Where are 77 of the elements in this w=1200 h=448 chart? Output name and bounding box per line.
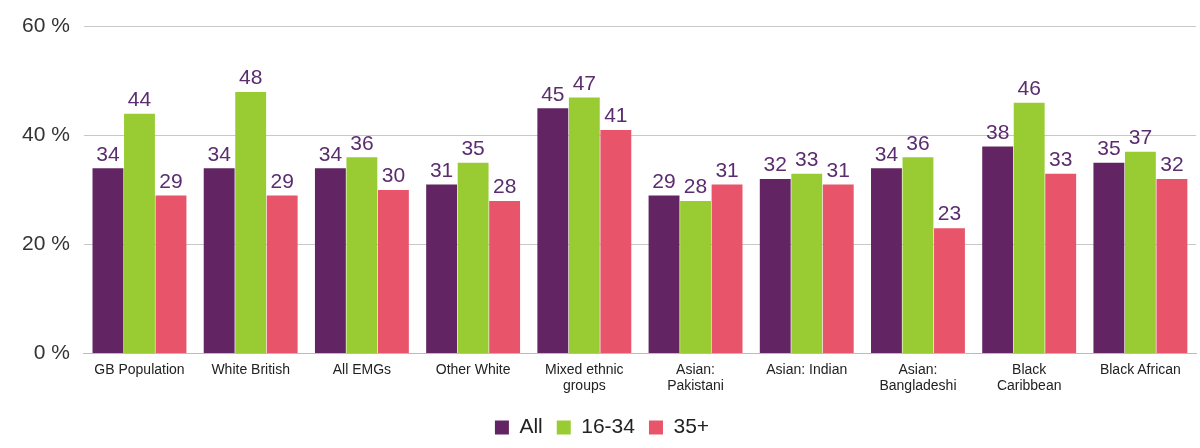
x-tick-label: White British <box>211 360 290 377</box>
data-label: 29 <box>159 168 183 192</box>
bar <box>600 130 632 353</box>
data-label: 23 <box>937 201 962 225</box>
bar <box>92 168 124 353</box>
data-label: 33 <box>795 146 819 170</box>
bar <box>759 179 791 353</box>
data-label: 35 <box>1097 136 1121 160</box>
data-label: 29 <box>270 168 294 192</box>
bar <box>346 157 378 353</box>
bar <box>822 184 854 353</box>
x-tick-label: Asian: Bangladeshi <box>879 360 957 394</box>
data-label: 31 <box>715 157 739 181</box>
data-label: 31 <box>429 157 454 181</box>
data-label: 34 <box>318 141 343 165</box>
bar <box>680 200 711 353</box>
x-tick-label: GB Population <box>94 360 185 377</box>
x-tick-label: Asian: Pakistani <box>667 360 724 394</box>
bar <box>1045 173 1077 353</box>
y-tick-label: 40 % <box>21 122 70 146</box>
data-label: 34 <box>207 141 232 165</box>
x-tick-label: Black African <box>1099 360 1181 377</box>
bar <box>155 195 187 353</box>
data-label: 34 <box>874 141 899 165</box>
data-label: 46 <box>1017 76 1041 100</box>
data-label: 48 <box>239 65 263 89</box>
bar <box>934 228 965 353</box>
bar <box>871 168 902 353</box>
bar <box>902 157 934 353</box>
data-label: 30 <box>381 163 406 187</box>
data-label: 28 <box>683 174 708 198</box>
x-tick-label: All EMGs <box>332 360 392 377</box>
bar <box>568 97 600 353</box>
data-label: 29 <box>652 168 676 192</box>
bar <box>457 162 489 353</box>
data-label: 45 <box>541 81 565 105</box>
data-label: 28 <box>492 174 517 198</box>
bar <box>537 108 569 353</box>
x-tick-label: Mixed ethnic groups <box>545 360 624 394</box>
bar <box>982 146 1014 353</box>
data-label: 44 <box>127 87 152 111</box>
y-tick-label: 0 % <box>33 340 70 364</box>
bar <box>711 184 743 353</box>
bar <box>489 200 521 353</box>
x-tick-label: Asian: Indian <box>766 360 848 377</box>
data-label: 36 <box>350 130 374 154</box>
data-label: 32 <box>763 152 787 176</box>
data-label: 47 <box>572 70 597 94</box>
data-label: 31 <box>826 157 850 181</box>
x-tick-label: Black Caribbean <box>996 360 1062 394</box>
data-label: 37 <box>1128 125 1153 149</box>
bar <box>203 168 235 353</box>
data-label: 32 <box>1160 152 1184 176</box>
data-label: 33 <box>1049 146 1073 170</box>
bar <box>1124 151 1156 353</box>
bar <box>1156 179 1188 353</box>
x-tick-label: Other White <box>435 360 511 377</box>
legend-label: All <box>519 414 543 438</box>
data-label: 34 <box>96 141 120 165</box>
bar <box>314 168 346 353</box>
bar <box>266 195 298 353</box>
legend-label: 16-34 <box>581 414 636 438</box>
bar <box>377 190 409 353</box>
bar <box>648 195 680 353</box>
y-tick-label: 20 % <box>21 231 70 255</box>
bar <box>1093 162 1125 353</box>
bar <box>235 91 267 353</box>
bar <box>426 184 458 353</box>
legend-label: 35+ <box>673 414 710 438</box>
bar <box>1013 102 1045 353</box>
data-label: 36 <box>906 130 930 154</box>
bar <box>124 113 155 353</box>
data-label: 38 <box>985 119 1010 143</box>
data-label: 41 <box>604 103 628 127</box>
data-label: 35 <box>461 136 485 160</box>
bar <box>791 173 823 353</box>
y-tick-label: 60 % <box>21 13 70 37</box>
